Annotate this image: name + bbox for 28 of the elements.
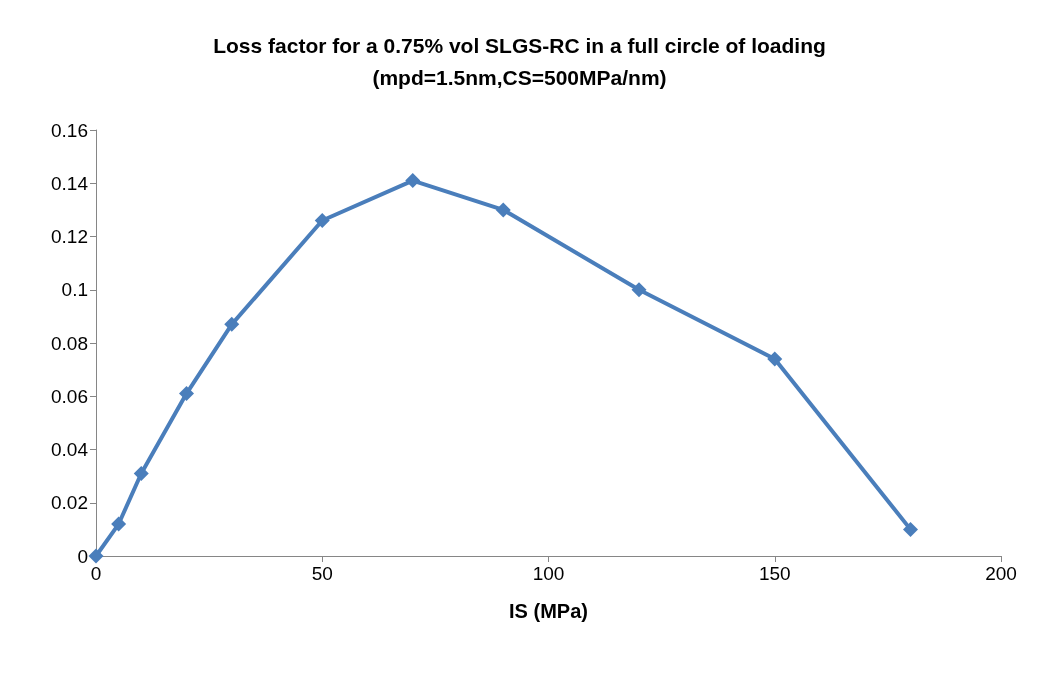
point — [631, 282, 647, 298]
y-tick-label: 0.06 — [51, 385, 88, 407]
y-tick-label: 0 — [77, 545, 88, 567]
point — [88, 548, 104, 564]
point — [133, 465, 149, 481]
chart-subtitle: (mpd=1.5nm,CS=500MPa/nm) — [372, 66, 667, 89]
x-axis-title: IS (MPa) — [509, 600, 588, 622]
y-tick-label: 0.16 — [51, 119, 88, 141]
point — [903, 521, 918, 537]
x-tick-label: 200 — [985, 563, 1017, 584]
y-tick-label: 0.04 — [51, 439, 89, 460]
point — [495, 202, 511, 218]
x-tick-label: 50 — [311, 563, 333, 584]
point — [314, 213, 330, 229]
chart-title: Loss factor for a 0.75% vol SLGS-RC in a full circle of loading — [213, 34, 826, 57]
y-tick-label: 0.1 — [61, 279, 88, 301]
point — [767, 351, 783, 367]
point — [111, 516, 127, 532]
y-tick-label: 0.14 — [51, 172, 89, 194]
x-tick-label: 150 — [758, 563, 791, 584]
y-tick-label: 0.08 — [51, 332, 88, 354]
x-tick-label: 100 — [532, 563, 565, 584]
point — [224, 316, 240, 332]
y-tick-label: 0.12 — [51, 226, 88, 247]
x-tick-label: 0 — [90, 563, 102, 584]
point — [405, 173, 421, 189]
y-tick-label: 0.02 — [51, 492, 88, 514]
point — [179, 386, 194, 402]
